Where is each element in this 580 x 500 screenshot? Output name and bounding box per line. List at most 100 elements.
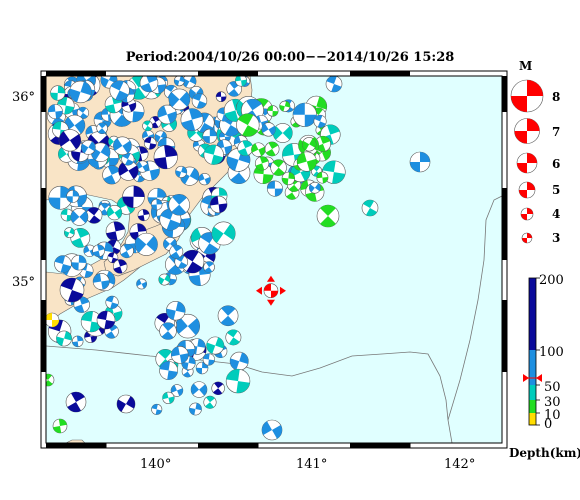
- earthquake-marker: [206, 336, 225, 355]
- earthquake-marker: [175, 165, 188, 178]
- earthquake-marker: [264, 141, 280, 157]
- trench-line-east: [447, 195, 502, 421]
- magnitude-label-4: 4: [552, 207, 560, 221]
- earthquake-marker: [170, 346, 189, 364]
- earthquake-marker: [92, 273, 110, 290]
- earthquake-marker: [112, 259, 128, 274]
- earthquake-marker: [261, 122, 276, 137]
- lat-label-36: 36°: [12, 90, 35, 105]
- frame-tick-right: [502, 188, 507, 260]
- earthquake-marker: [71, 335, 84, 348]
- depth-tick-100: 100: [539, 345, 564, 360]
- earthquake-marker: [159, 208, 182, 231]
- earthquake-marker: [106, 205, 123, 221]
- earthquake-marker: [292, 102, 317, 127]
- magnitude-label-7: 7: [552, 125, 560, 139]
- earthquake-marker: [254, 156, 270, 171]
- magnitude-ball-3: [521, 232, 533, 244]
- frame-tick-left: [41, 300, 46, 372]
- earthquake-marker: [203, 261, 215, 273]
- earthquake-marker: [175, 313, 201, 339]
- earthquake-marker: [270, 159, 287, 176]
- earthquake-marker: [46, 312, 60, 328]
- earthquake-marker: [236, 113, 260, 137]
- depth-tick-0: 0: [544, 417, 552, 432]
- depth-scale-title: Depth(km): [509, 446, 580, 460]
- depth-band-deep: [529, 278, 536, 350]
- magnitude-label-6: 6: [552, 157, 560, 171]
- earthquake-marker: [180, 249, 205, 274]
- earthquake-marker: [71, 254, 87, 271]
- earthquake-marker: [313, 114, 327, 128]
- magnitude-label-5: 5: [552, 183, 560, 197]
- earthquake-marker: [162, 391, 175, 404]
- earthquake-marker: [203, 144, 224, 165]
- earthquake-marker: [122, 185, 145, 209]
- earthquake-marker: [302, 137, 317, 152]
- earthquake-marker: [136, 160, 149, 173]
- earthquake-marker: [281, 171, 296, 186]
- earthquake-marker: [173, 76, 185, 87]
- earthquake-marker: [150, 198, 163, 211]
- frame-tick-left: [41, 76, 46, 112]
- frame-tick-bottom: [198, 443, 258, 448]
- page-title: Period:2004/10/26 00:00−−2014/10/26 15:2…: [125, 50, 455, 65]
- earthquake-marker: [50, 85, 66, 101]
- target-pointer: [266, 299, 275, 306]
- island: [65, 439, 86, 443]
- earthquake-marker: [261, 419, 283, 441]
- depth-tick-200: 200: [539, 273, 564, 288]
- earthquake-marker: [229, 351, 249, 371]
- depth-band-50-100: [529, 350, 536, 385]
- magnitude-ball-7: [514, 118, 540, 144]
- earthquake-marker: [267, 105, 279, 117]
- earthquake-marker: [105, 295, 119, 309]
- earthquake-marker: [217, 305, 239, 327]
- map-area: [40, 70, 508, 449]
- frame-tick-top: [198, 71, 258, 76]
- earthquake-marker: [137, 209, 150, 222]
- lon-label-142: 142°: [444, 457, 475, 472]
- earthquake-marker: [80, 311, 103, 333]
- earthquake-marker: [90, 142, 111, 162]
- earthquake-marker: [96, 122, 108, 135]
- earthquake-marker: [151, 403, 163, 415]
- magnitude-ball-8: [510, 79, 544, 113]
- depth-band-10-30: [529, 400, 536, 413]
- earthquake-marker: [237, 140, 254, 157]
- lon-label-141: 141°: [296, 457, 327, 472]
- frame-tick-right: [502, 300, 507, 372]
- earthquake-marker: [66, 189, 80, 203]
- earthquake-marker: [116, 394, 136, 414]
- frame-tick-right: [502, 76, 507, 112]
- earthquake-marker: [105, 221, 126, 242]
- depth-tick-50: 50: [544, 380, 561, 395]
- earthquake-marker: [107, 252, 119, 264]
- earthquake-marker: [47, 104, 63, 120]
- earthquake-marker: [70, 207, 89, 226]
- depth-tick-10: 10: [544, 408, 561, 423]
- target-event-marker: [255, 275, 286, 306]
- earthquake-marker: [316, 204, 340, 228]
- earthquake-marker: [215, 91, 227, 103]
- earthquake-marker: [46, 373, 55, 387]
- depth-tick-30: 30: [544, 395, 561, 410]
- earthquake-marker: [70, 228, 91, 248]
- earthquake-marker: [54, 255, 72, 273]
- frame-ticks: [40, 70, 508, 449]
- earthquake-marker: [190, 381, 208, 398]
- earthquake-marker: [203, 395, 217, 409]
- frame-tick-bottom: [350, 443, 410, 448]
- earthquake-marker: [157, 104, 177, 125]
- target-pointer: [279, 286, 286, 295]
- magnitude-ball-5: [518, 181, 536, 199]
- earthquake-marker: [211, 381, 225, 396]
- earthquake-marker: [189, 402, 202, 416]
- earthquake-marker: [80, 140, 96, 155]
- frame-tick-top: [350, 71, 410, 76]
- earthquake-marker: [202, 353, 215, 366]
- magnitude-legend: M 8 7 6 5 4 3: [510, 59, 560, 245]
- earthquake-marker: [143, 136, 157, 150]
- earthquake-marker: [65, 391, 87, 413]
